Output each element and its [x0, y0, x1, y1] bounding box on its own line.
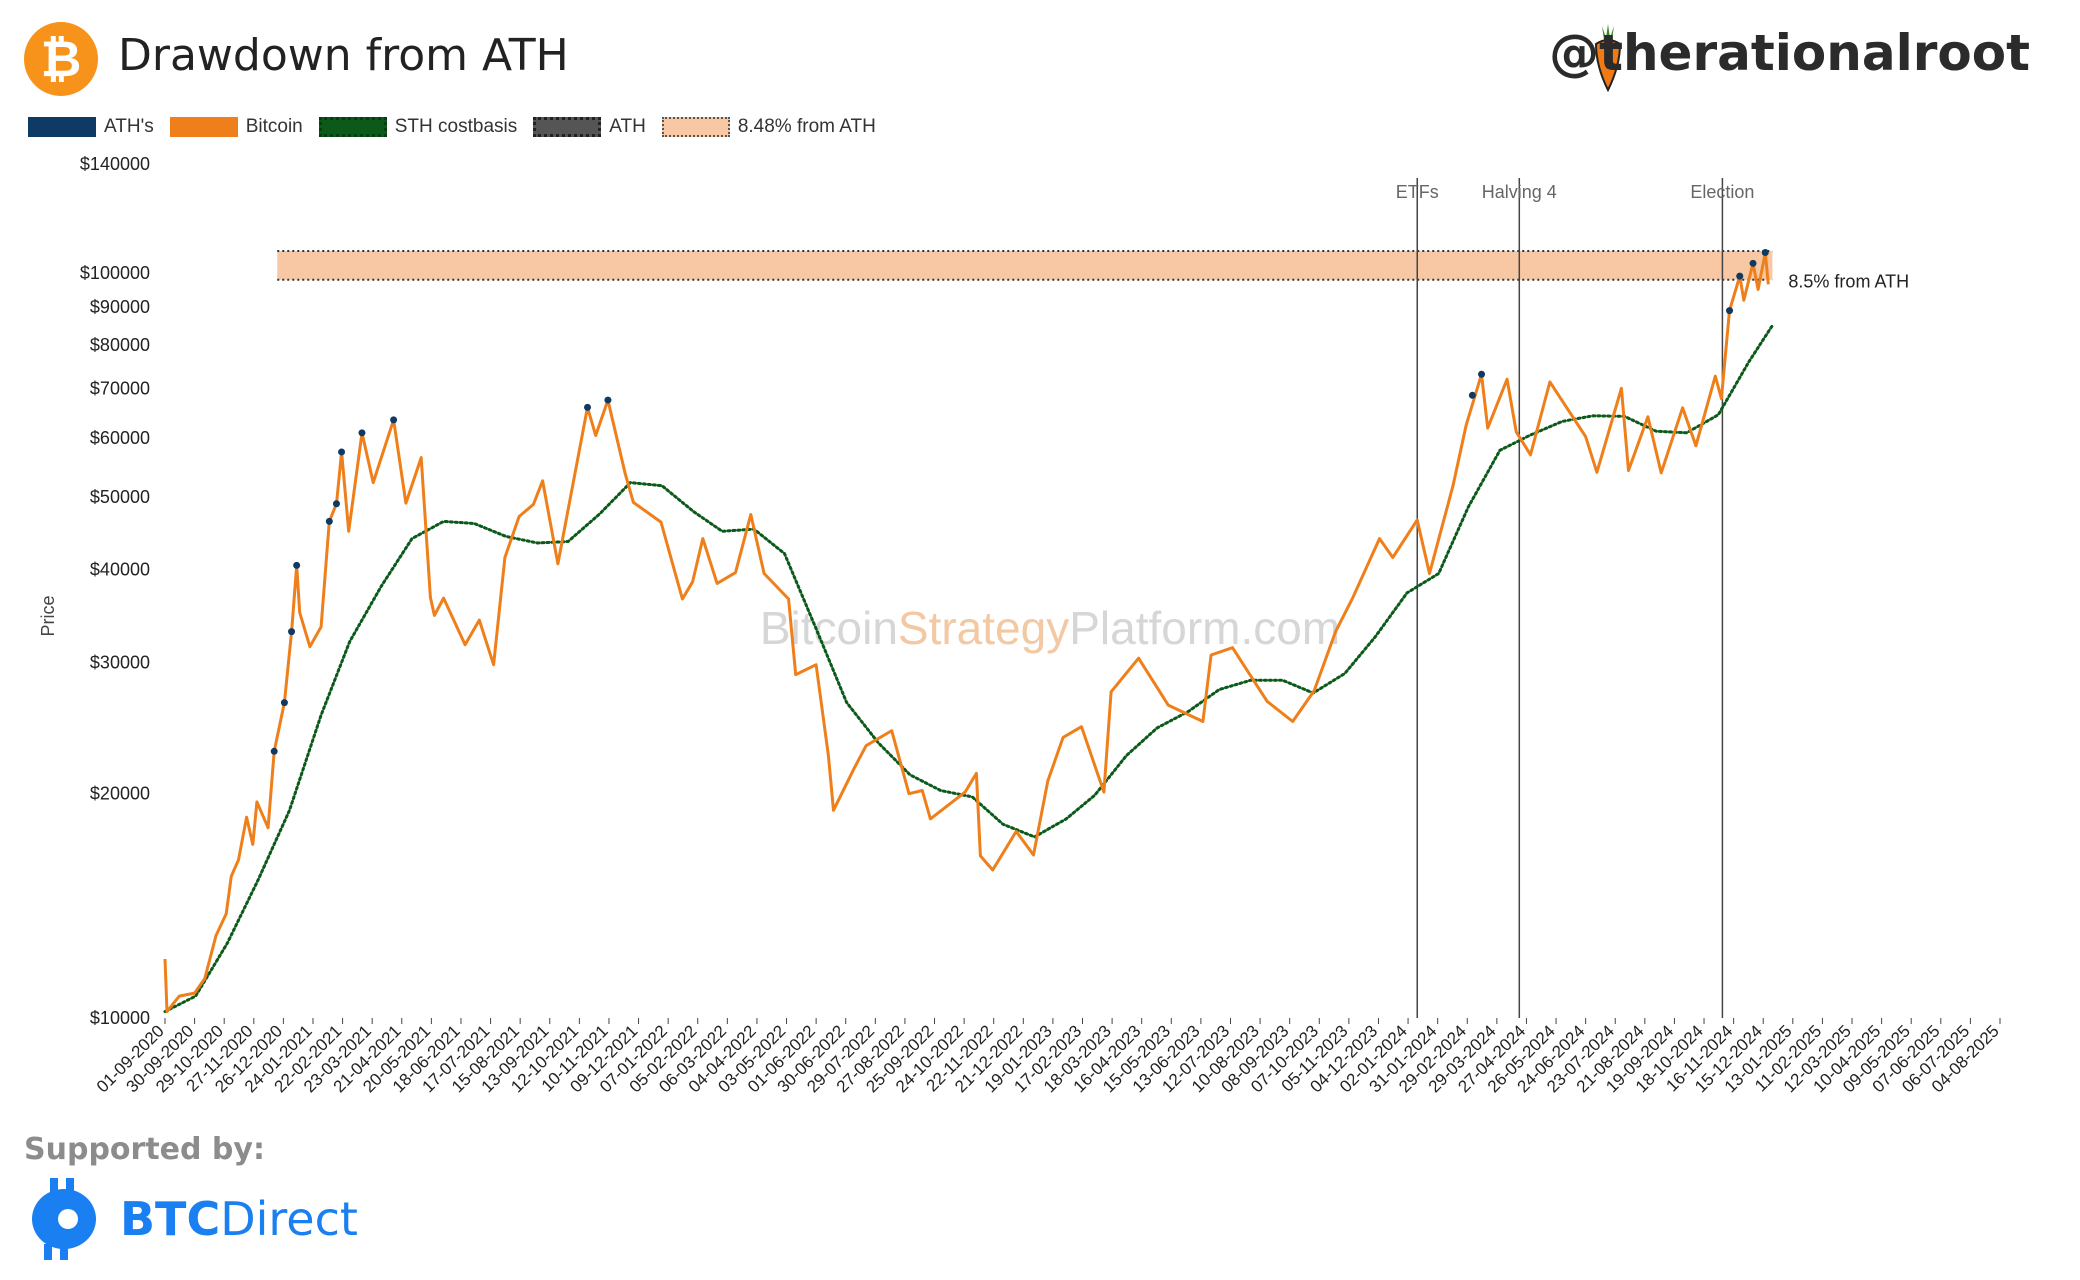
- legend-item-bitcoin[interactable]: Bitcoin: [169, 116, 303, 138]
- y-tick-label: $50000: [90, 487, 150, 507]
- legend-item-ath-band[interactable]: 8.48% from ATH: [661, 116, 876, 138]
- carrot-icon: [1594, 24, 1622, 92]
- ath-point: [358, 429, 366, 437]
- ath-point: [280, 699, 288, 707]
- ath-point: [1749, 259, 1757, 267]
- ath-point: [270, 747, 278, 755]
- y-axis: $10000 $20000 $30000 $40000 $50000 $60000 $700…: [80, 154, 150, 1028]
- y-tick-label: $10000: [90, 1008, 150, 1028]
- ath-point: [1736, 272, 1744, 280]
- event-lines: ETFs Halving 4 Election: [1396, 178, 1754, 1018]
- watermark: BitcoinStrategyPlatform.com: [760, 602, 1340, 654]
- watermark-part: Bitcoin: [760, 602, 898, 654]
- ath-point: [604, 396, 612, 404]
- watermark-part: Strategy: [898, 602, 1069, 654]
- legend-swatch: [169, 117, 238, 137]
- ath-band: [277, 250, 1773, 280]
- chart-header: ₿ Drawdown from ATH @therationalroot: [0, 0, 2080, 110]
- ath-point: [332, 500, 340, 508]
- bitcoin-price-line: [163, 251, 1770, 1014]
- ath-point: [390, 416, 398, 424]
- legend-swatch: [318, 117, 387, 137]
- sth-costbasis-line: [163, 324, 1774, 1014]
- legend-label: STH costbasis: [394, 116, 518, 137]
- y-tick-label: $100000: [80, 263, 150, 283]
- ath-point: [1726, 307, 1734, 315]
- legend-swatch: [28, 117, 96, 137]
- watermark-part: Platform.com: [1069, 602, 1340, 654]
- svg-text:BitcoinStrategyPlatform.com: BitcoinStrategyPlatform.com: [760, 602, 1340, 654]
- legend-item-sth-costbasis[interactable]: STH costbasis: [318, 116, 518, 138]
- author-handle: @therationalroot: [1549, 24, 2030, 82]
- legend-swatch: [661, 117, 730, 137]
- chart-title: Drawdown from ATH: [118, 30, 569, 81]
- ath-points: [270, 249, 1769, 755]
- y-tick-label: $40000: [90, 559, 150, 579]
- ath-point: [584, 403, 592, 411]
- y-tick-label: $90000: [90, 297, 150, 317]
- legend-item-ath-points[interactable]: ATH's: [28, 116, 154, 138]
- price-chart[interactable]: BitcoinStrategyPlatform.com 8.5% from AT…: [0, 150, 2080, 1130]
- series-lines: [163, 251, 1774, 1014]
- brand-rest: Direct: [220, 1192, 358, 1246]
- y-tick-label: $70000: [90, 378, 150, 398]
- ath-band-group: 8.5% from ATH: [277, 249, 1909, 291]
- y-tick-label: $30000: [90, 652, 150, 672]
- ath-point: [1761, 249, 1769, 257]
- supported-by-label: Supported by:: [24, 1132, 265, 1167]
- ath-point: [288, 628, 296, 636]
- legend-item-ath[interactable]: ATH: [533, 116, 646, 138]
- legend-label: Bitcoin: [245, 116, 303, 137]
- y-tick-label: $140000: [80, 154, 150, 174]
- bitcoin-logo-icon: ₿: [24, 22, 98, 96]
- btcdirect-logo-icon: [32, 1178, 96, 1260]
- ath-point: [338, 448, 346, 456]
- brand-bold: BTC: [120, 1192, 221, 1246]
- x-axis: 01-09-202030-09-202029-10-202027-11-2020…: [93, 1018, 2003, 1096]
- event-label: ETFs: [1396, 182, 1439, 202]
- ath-point: [1468, 391, 1476, 399]
- y-tick-label: $80000: [90, 335, 150, 355]
- legend-swatch: [533, 117, 602, 137]
- ath-point: [293, 561, 301, 569]
- event-label: Halving 4: [1482, 182, 1557, 202]
- btcdirect-wordmark: BTCDirect: [120, 1192, 358, 1246]
- y-tick-label: $20000: [90, 784, 150, 804]
- event-label: Election: [1690, 182, 1754, 202]
- y-tick-label: $60000: [90, 428, 150, 448]
- legend-label: ATH's: [104, 116, 154, 137]
- legend-label: ATH: [609, 116, 646, 137]
- legend-label: 8.48% from ATH: [737, 116, 876, 137]
- y-axis-label: Price: [38, 595, 58, 636]
- btcdirect-logo[interactable]: BTCDirect: [30, 1176, 358, 1262]
- chart-legend: ATH's Bitcoin STH costbasis ATH 8.48% fr…: [28, 114, 892, 140]
- ath-point: [325, 517, 333, 525]
- band-label: 8.5% from ATH: [1788, 271, 1909, 291]
- ath-point: [1478, 370, 1486, 378]
